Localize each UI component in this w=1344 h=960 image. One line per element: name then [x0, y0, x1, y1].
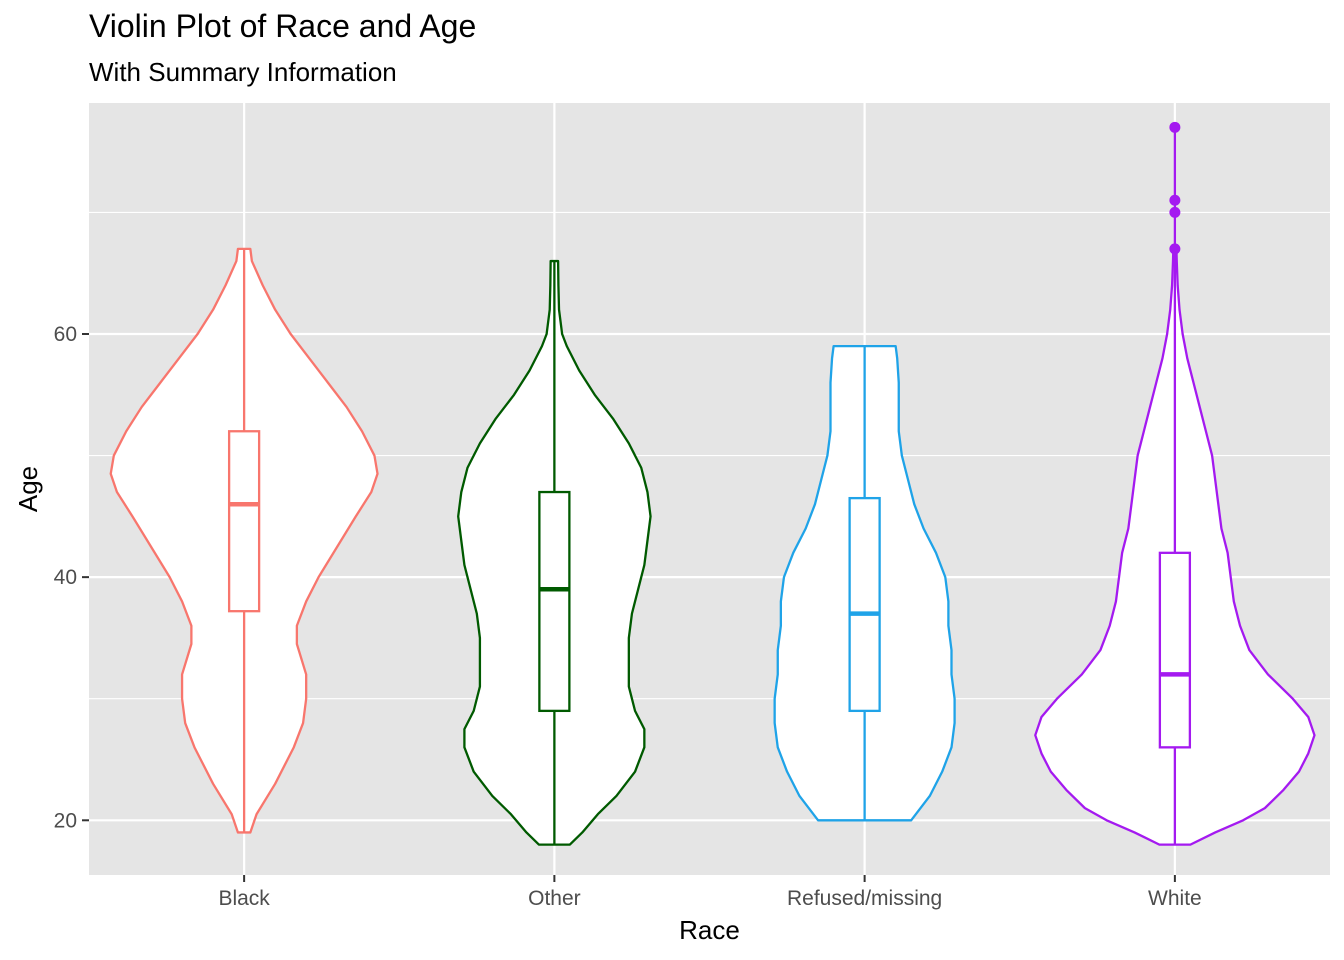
box	[848, 496, 881, 713]
chart-subtitle: With Summary Information	[89, 57, 397, 87]
y-tick-label: 60	[54, 323, 77, 346]
violin-group-refused-missing	[773, 345, 956, 822]
y-tick-label: 40	[54, 566, 77, 589]
x-tick-label: Other	[528, 887, 581, 910]
box	[538, 490, 571, 713]
x-tick-label: Black	[218, 887, 270, 910]
violins	[109, 121, 1316, 846]
outlier-point	[1169, 121, 1181, 133]
axis-ticks: 20 40 60 Black Other Refused/missing White	[54, 323, 1202, 910]
x-tick-label: Refused/missing	[787, 887, 942, 910]
box	[227, 430, 261, 613]
box	[1158, 551, 1192, 749]
y-axis-title: Age	[13, 466, 43, 512]
y-tick-label: 20	[54, 809, 77, 832]
chart-title: Violin Plot of Race and Age	[89, 8, 477, 44]
violin-group-other	[457, 259, 652, 846]
violin-group-black	[109, 247, 379, 834]
x-tick-label: White	[1148, 887, 1202, 910]
outlier-point	[1169, 194, 1181, 206]
x-axis-title: Race	[679, 915, 740, 945]
outlier-point	[1169, 243, 1181, 255]
violin-group-white	[1034, 121, 1316, 846]
outlier-point	[1169, 206, 1181, 218]
